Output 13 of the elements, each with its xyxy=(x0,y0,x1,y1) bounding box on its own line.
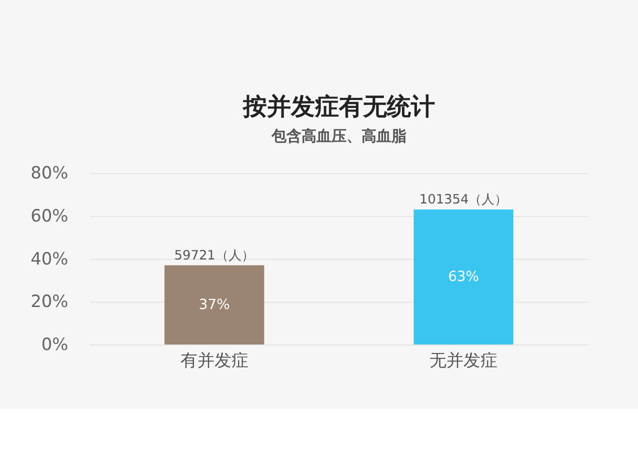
x-tick-label: 无并发症 xyxy=(430,350,498,370)
annotation: 59721（人） xyxy=(174,248,254,264)
x-tick-label: 有并发症 xyxy=(180,350,248,370)
data-label: 37% xyxy=(198,296,230,313)
data-label: 63% xyxy=(448,269,480,286)
chart-subtitle: 包含高血压、高血脂 xyxy=(270,127,406,146)
y-tick-label: 20% xyxy=(30,291,68,312)
y-tick-label: 0% xyxy=(41,334,68,354)
y-tick-label: 40% xyxy=(30,248,68,268)
annotation: 101354（人） xyxy=(419,192,508,208)
chart-title: 按并发症有无统计 xyxy=(242,92,435,120)
y-tick-label: 60% xyxy=(30,205,68,226)
y-tick-label: 80% xyxy=(30,162,68,183)
